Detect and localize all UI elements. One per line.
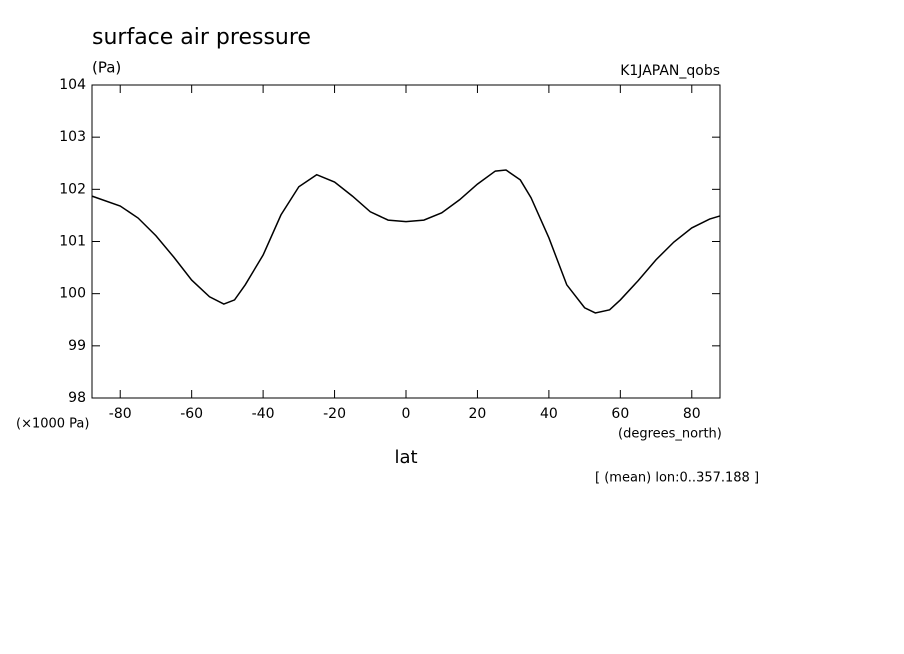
y-tick-label: 101 xyxy=(59,234,86,250)
x-tick-label: 20 xyxy=(469,406,487,422)
x-tick-label: 0 xyxy=(402,406,411,422)
chart-title: surface air pressure xyxy=(92,25,311,50)
x-tick-label: -60 xyxy=(180,406,203,422)
y-tick-label: 98 xyxy=(68,390,86,406)
y-tick-label: 100 xyxy=(59,286,86,302)
x-tick-label: 80 xyxy=(683,406,701,422)
data-line xyxy=(91,169,721,314)
y-scale-note: (×1000 Pa) xyxy=(16,417,89,432)
y-unit: (Pa) xyxy=(92,59,121,77)
x-tick-label: -40 xyxy=(252,406,275,422)
x-tick-label: -20 xyxy=(323,406,346,422)
x-tick-label: 40 xyxy=(540,406,558,422)
y-tick-label: 104 xyxy=(59,77,86,93)
x-unit: (degrees_north) xyxy=(618,427,722,442)
y-tick-label: 103 xyxy=(59,129,86,145)
plot-frame xyxy=(91,84,721,399)
x-tick-label: -80 xyxy=(109,406,132,422)
note: [ (mean) lon:0..357.188 ] xyxy=(595,471,759,486)
y-tick-label: 102 xyxy=(59,181,86,197)
x-tick-label: 60 xyxy=(611,406,629,422)
x-axis-label: lat xyxy=(394,447,417,468)
y-tick-label: 99 xyxy=(68,338,86,354)
dataset-label: K1JAPAN_qobs xyxy=(620,63,720,79)
